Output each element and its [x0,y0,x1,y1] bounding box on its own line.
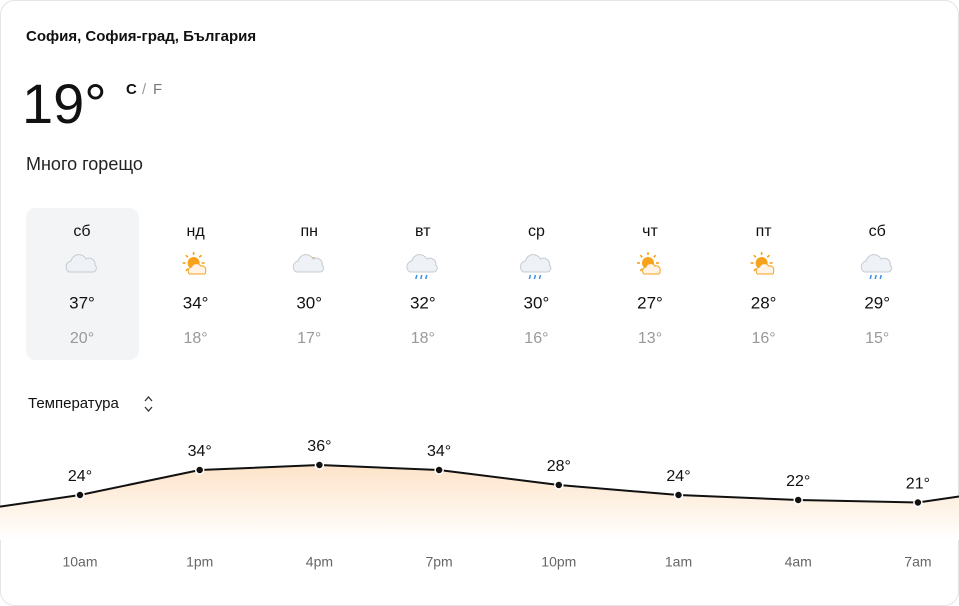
point[interactable] [194,465,205,475]
day-low: 18° [183,330,207,347]
day-low: 20° [70,330,94,347]
cloud [65,254,97,273]
day-low: 15° [865,330,889,347]
rain-drop [874,274,877,280]
day-column[interactable]: сб 29° 15° [860,223,893,347]
x-tick-label: 10pm [541,554,576,570]
day-name: сб [869,223,886,240]
sun-ray [639,254,643,258]
unit-c[interactable]: C [126,81,137,98]
cloud [292,254,325,273]
point[interactable] [913,497,923,508]
value-label: 28° [547,458,571,475]
x-tick-label: 7pm [425,554,452,570]
day-column[interactable]: чт 27° 13° [637,223,663,347]
day-high: 37° [69,293,95,312]
rain-drop [415,274,418,280]
day-high: 30° [296,293,322,312]
day-high: 30° [524,293,550,312]
day-column[interactable]: ср 30° 16° [520,223,552,347]
day-name: ср [528,223,545,240]
day-column[interactable]: вт 32° 18° [406,223,438,347]
rain-drop [528,274,532,280]
day-high: 29° [864,293,890,312]
day-name: нд [187,223,206,240]
area [0,465,959,540]
value-label: 24° [666,468,690,485]
sun-ray [639,268,643,272]
selected-day-bg [26,208,139,360]
point[interactable] [314,460,325,470]
cloud [406,254,438,273]
point[interactable] [793,495,803,505]
temperature-line [79,463,918,504]
day-low: 16° [524,330,548,347]
sun-ray [753,268,757,272]
rain-drop [879,274,882,280]
x-tick-label: 1am [665,554,692,570]
chart-title[interactable]: Температура [28,395,120,412]
sun-ray [653,254,657,258]
day-low: 18° [411,330,435,347]
x-tick-label: 7am [904,554,931,570]
day-name: вт [415,223,431,240]
value-label: 34° [427,443,451,460]
point[interactable] [75,490,85,500]
point[interactable] [673,490,684,500]
day-column[interactable]: нд 34° 18° [182,223,209,347]
condition: Много горещо [26,154,143,174]
sun-ray [185,254,189,258]
day-low: 17° [297,330,321,347]
rain-drop [869,274,872,280]
value-label: 34° [188,443,212,460]
curve-edge [0,494,959,508]
day-column[interactable]: пн 30° 17° [292,223,325,347]
day-high: 34° [183,293,209,312]
day-low: 16° [751,330,775,347]
day-high: 28° [751,293,777,312]
day-name: пн [300,223,318,240]
cloud [642,263,661,275]
x-tick-label: 1pm [186,554,213,570]
current-temp: 19° [22,72,107,135]
point[interactable] [554,480,564,490]
sun-ray [766,254,770,258]
cloud [860,254,893,273]
day-name: пт [756,223,773,240]
x-tick-label: 4am [785,554,812,570]
day-high: 27° [637,293,663,312]
day-column[interactable]: сб 37° 20° [65,223,97,347]
day-column[interactable]: пт 28° 16° [750,223,777,347]
value-label: 24° [68,468,92,485]
unit-f[interactable]: F [153,81,162,98]
value-label: 36° [307,438,331,455]
rain-drop [420,274,423,280]
value-label: 21° [906,476,930,493]
rain-drop [538,274,542,280]
x-tick-label: 10am [62,554,97,570]
cloud [755,263,775,275]
day-high: 32° [410,293,436,312]
x-tick-label: 4pm [306,554,333,570]
location: София, София-град, България [26,28,256,45]
sun-ray [185,268,189,272]
sun-ray [198,254,202,258]
cloud [187,263,207,275]
point[interactable] [434,465,444,475]
rain-drop [533,274,537,280]
rain-drop [425,274,428,280]
sort-icon[interactable] [144,396,153,412]
cloud [520,254,552,273]
day-low: 13° [638,330,662,347]
day-name: чт [642,223,658,240]
sun-ray [753,254,757,258]
unit-separator: / [142,81,147,98]
value-label: 22° [786,473,810,490]
day-name: сб [73,223,90,240]
